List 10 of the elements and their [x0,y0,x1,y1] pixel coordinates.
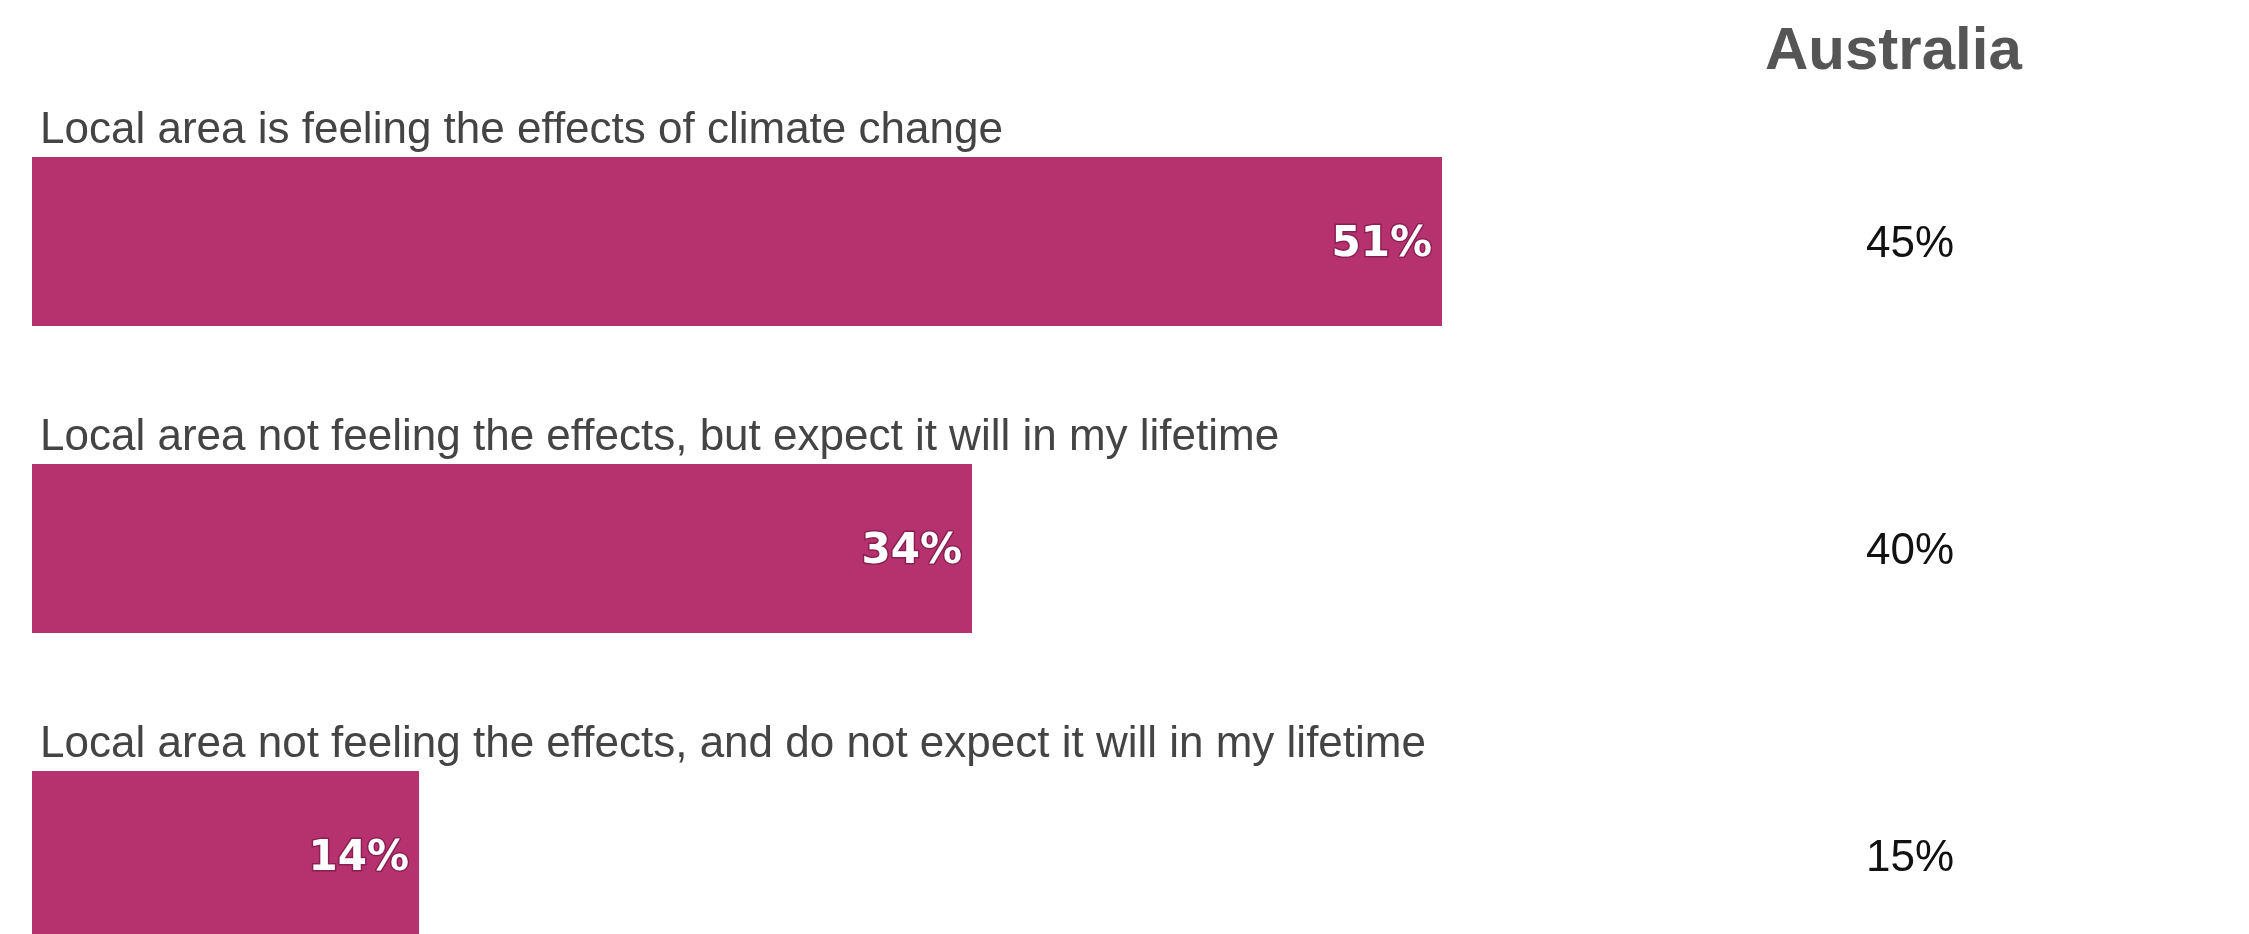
data-label: 34% [861,524,963,573]
text: 15% [1865,831,1955,880]
text: Australia [1765,14,2023,82]
y-tick-label: Local area is feeling the effects of climate change [40,103,1003,152]
y-tick-label: Local area not feeling the effects, and do not expect it will in my lifetime [40,717,1426,766]
data-label: 51% [1331,217,1433,266]
text: 40% [1865,524,1955,573]
data-label: 14% [308,831,410,880]
text: 45% [1865,217,1955,266]
y-tick-label: Local area not feeling the effects, but expect it will in my lifetime [40,410,1280,459]
